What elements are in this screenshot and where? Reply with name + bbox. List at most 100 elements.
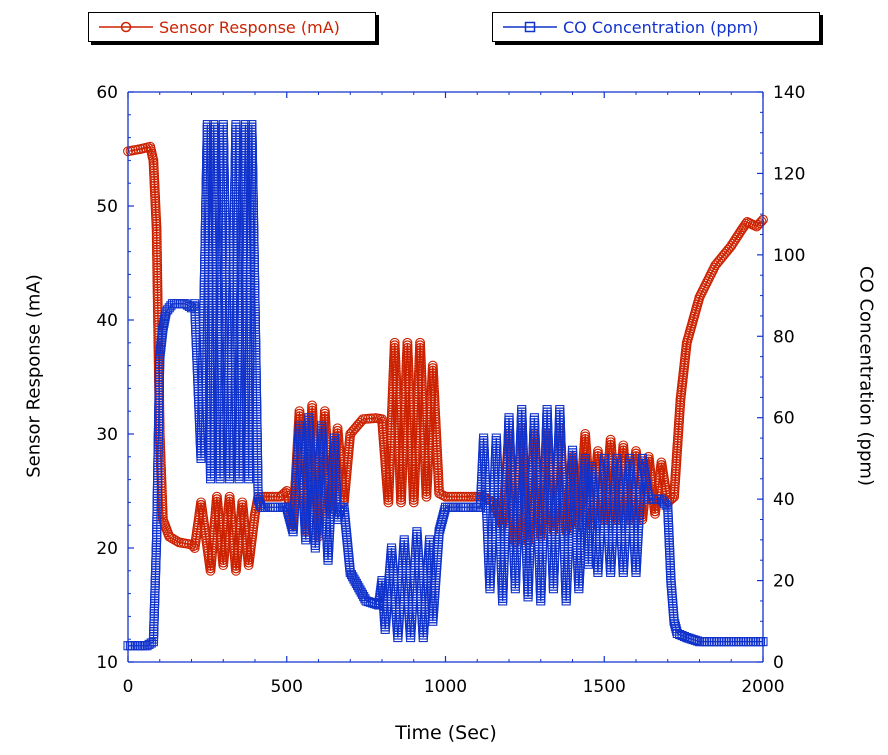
data-point-circle [429,393,440,404]
data-point-circle [424,432,435,443]
data-point-circle [152,273,163,284]
data-point-circle [429,391,440,402]
data-point-circle [432,455,443,466]
data-point-circle [405,404,416,415]
data-point-circle [432,460,443,471]
data-point-circle [389,340,400,351]
data-point-circle [429,396,440,407]
data-point-circle [152,257,163,268]
data-point-circle [403,371,414,382]
data-point-circle [399,417,410,428]
data-point-circle [399,402,410,413]
data-point-circle [392,412,403,423]
data-point-circle [422,463,433,474]
data-point-circle [151,213,162,224]
data-point-circle [391,379,402,389]
data-point-circle [151,247,162,258]
data-point-circle [386,420,397,431]
data-point-circle [393,430,404,441]
legend-sensor-response: Sensor Response (mA) [88,12,376,42]
data-point-circle [152,286,163,297]
data-point-circle [396,479,407,490]
data-point-circle [389,342,400,353]
data-point-circle [416,360,427,371]
data-point-circle [415,348,426,359]
data-point-circle [415,342,426,353]
data-point-circle [405,407,416,418]
data-point-circle [151,216,162,227]
data-point-circle [418,425,429,435]
data-point-circle [429,388,440,399]
data-point-circle [152,296,163,307]
data-point-circle [411,417,422,428]
data-point-circle [424,427,435,438]
data-point-circle [428,373,439,384]
data-point-circle [422,466,433,476]
data-point-circle [415,355,426,366]
data-point-circle [431,432,442,443]
data-point-circle [417,384,427,394]
data-point-circle [151,242,162,252]
data-point-circle [396,492,407,503]
data-point-circle [458,491,469,502]
data-point-circle [148,160,159,171]
data-point-circle [157,506,168,517]
data-point-circle [415,345,426,356]
data-point-circle [384,466,395,477]
data-point-circle [383,489,394,500]
data-point-circle [406,427,416,438]
data-point-circle [411,427,422,438]
data-point-circle [294,411,305,422]
data-point-circle [416,371,427,382]
data-point-circle [390,348,401,359]
data-point-circle [149,183,160,194]
data-point-circle [430,409,441,420]
data-point-circle [393,425,404,436]
data-point-circle [386,407,397,418]
data-point-circle [149,188,160,199]
legend-co-label: CO Concentration (ppm) [563,17,759,37]
data-point-circle [151,221,162,232]
data-point-circle [152,252,162,263]
data-point-circle [384,461,395,472]
series-sensor-response [123,141,768,576]
data-point-circle [409,469,420,480]
data-point-circle [412,402,423,413]
data-point-circle [390,355,401,366]
data-point-circle [428,378,439,389]
data-point-circle [418,417,429,428]
data-point-circle [432,452,443,463]
data-point-circle [453,491,464,502]
data-point-circle [421,481,432,492]
data-point-circle [415,340,426,351]
legend-sensor-marker-icon [99,21,153,33]
data-point-circle [411,425,422,436]
data-point-circle [391,373,402,384]
data-point-circle [402,345,413,356]
data-point-circle [384,476,395,487]
data-point-circle [443,491,453,502]
data-point-circle [398,425,409,436]
data-point-circle [384,471,395,482]
data-point-circle [152,291,163,302]
data-point-circle [151,223,162,234]
data-point-circle [403,376,414,387]
data-point-circle [410,456,421,467]
data-point-circle [157,509,168,520]
data-point-circle [406,430,417,441]
data-point-circle [149,175,160,186]
data-point-circle [391,376,402,387]
data-point-circle [157,496,168,507]
data-point-circle [393,427,404,438]
data-point-circle [157,499,168,509]
data-point-circle [392,417,403,428]
data-point-circle [403,363,414,374]
data-point-circle [397,474,407,485]
data-point-circle [150,195,161,206]
data-point-circle [408,494,419,505]
data-point-circle [152,270,163,281]
data-point-circle [402,342,413,353]
series-co-concentration [123,120,768,651]
data-point-circle [151,211,161,222]
data-point-circle [393,433,404,443]
